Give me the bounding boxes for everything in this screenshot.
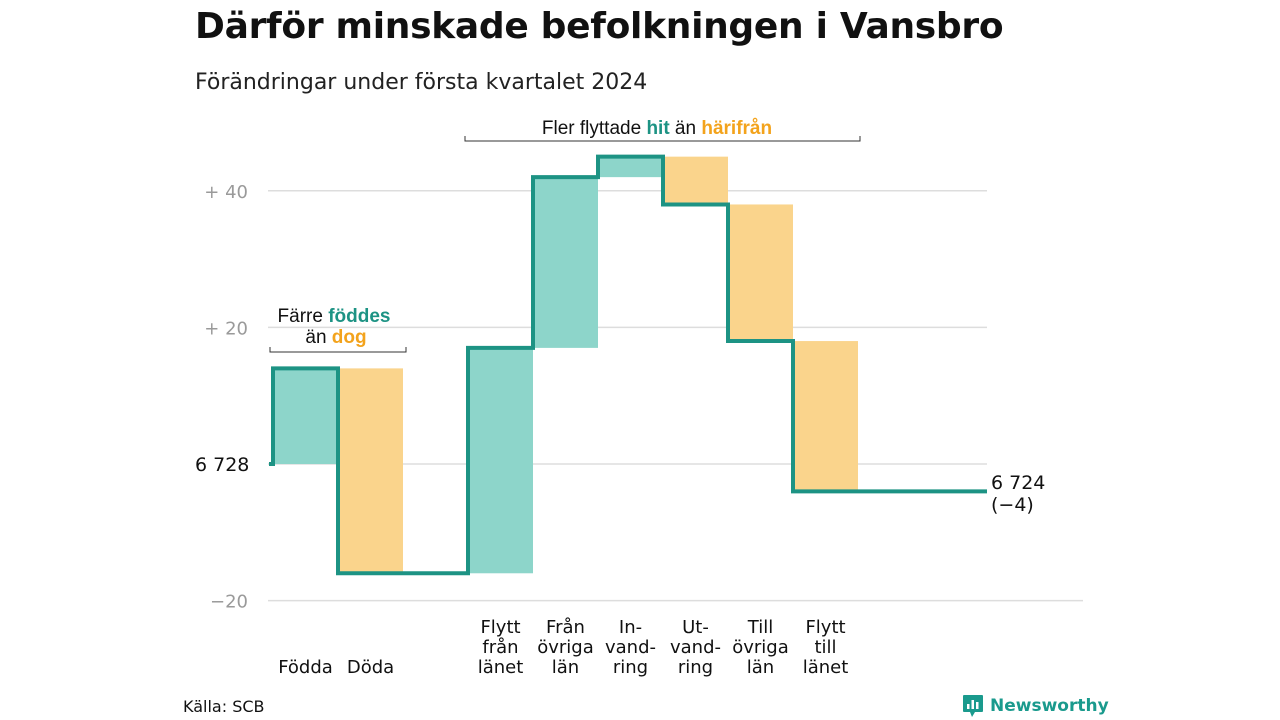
births-bracket xyxy=(269,347,407,353)
bar xyxy=(468,347,533,574)
bar xyxy=(728,204,793,342)
category-label: Flytt från länet xyxy=(478,617,524,678)
migration-annotation: Fler flyttade hit än härifrån xyxy=(542,118,772,139)
y-tick-label: −20 xyxy=(210,592,248,613)
newsworthy-logo-icon xyxy=(963,695,983,717)
source-label: Källa: SCB xyxy=(183,697,265,716)
bar xyxy=(273,368,338,464)
births-annotation-line2: än dog xyxy=(305,327,366,348)
category-label: Från övriga län xyxy=(537,617,594,678)
category-label: Ut-vand-ring xyxy=(670,617,721,678)
bar xyxy=(663,156,728,205)
brand-logo: Newsworthy xyxy=(962,694,1109,718)
bar xyxy=(793,341,858,492)
end-change-label: (−4) xyxy=(991,494,1034,516)
category-label: In-vand-ring xyxy=(605,617,656,678)
bar xyxy=(598,156,663,178)
y-tick-label: + 40 xyxy=(204,182,248,203)
end-value-label: 6 724 xyxy=(991,472,1045,494)
chart-subtitle: Förändringar under första kvartalet 2024 xyxy=(195,70,648,95)
bar xyxy=(533,177,598,348)
category-label: Flytt till länet xyxy=(803,617,849,678)
migration-bracket xyxy=(464,136,861,142)
bar xyxy=(338,368,403,574)
category-label: Till övriga län xyxy=(732,617,789,678)
births-annotation-line1: Färre föddes xyxy=(278,306,391,327)
y-tick-label: + 20 xyxy=(204,318,248,339)
cumulative-step-line xyxy=(269,154,987,576)
brand-name: Newsworthy xyxy=(990,696,1109,716)
chart-title: Därför minskade befolkningen i Vansbro xyxy=(195,6,1004,47)
category-label: Döda xyxy=(347,657,394,678)
start-value-label: 6 728 xyxy=(195,454,249,476)
category-label: Födda xyxy=(278,657,333,678)
